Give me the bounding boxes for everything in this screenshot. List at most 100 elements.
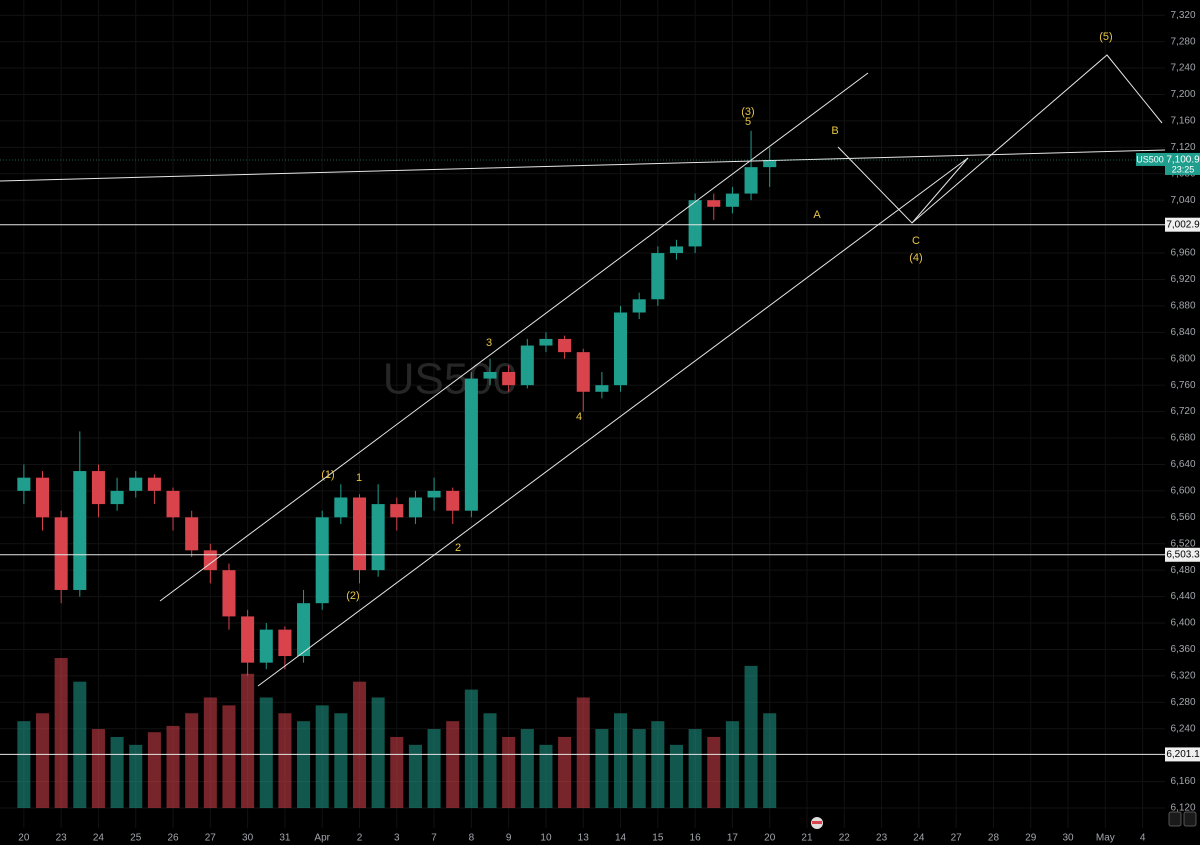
x-tick-label: 10 xyxy=(540,833,552,844)
y-tick-label: 6,240 xyxy=(1170,723,1195,734)
candle-body xyxy=(91,471,105,505)
candle-body xyxy=(408,497,422,518)
candle-body xyxy=(464,378,478,511)
y-tick-label: 6,440 xyxy=(1170,591,1195,602)
drawings xyxy=(0,54,1166,687)
volume-bar xyxy=(297,721,311,808)
volume-bar xyxy=(278,713,292,808)
y-tick-label: 7,320 xyxy=(1170,10,1195,21)
volume-bar xyxy=(558,736,572,808)
volume-bar xyxy=(408,744,422,808)
x-tick-label: Apr xyxy=(314,833,330,844)
wave-label: (5) xyxy=(1099,31,1112,43)
candle-body xyxy=(669,246,684,254)
price-tag xyxy=(1165,747,1200,762)
x-tick-label: 30 xyxy=(242,833,254,844)
volume-bar xyxy=(35,713,50,808)
projection-path xyxy=(837,54,1163,224)
candle-body xyxy=(427,490,441,498)
volume-bar xyxy=(17,721,31,808)
log-button[interactable] xyxy=(1183,811,1197,827)
price-axis xyxy=(1165,0,1200,845)
volume-bar xyxy=(185,713,199,808)
volume-bar xyxy=(147,732,161,808)
y-tick-label: 6,320 xyxy=(1170,671,1195,682)
candle-body xyxy=(334,497,348,518)
price-tag-label: 6,503.3 xyxy=(1166,549,1200,560)
volume-bar xyxy=(427,729,441,808)
wave-label: 5 xyxy=(745,116,751,128)
price-tag-label: 6,201.1 xyxy=(1166,749,1200,760)
wave-label: 2 xyxy=(455,542,461,554)
wave-label: 1 xyxy=(356,472,362,484)
volume-bar xyxy=(651,721,665,808)
y-tick-label: 6,120 xyxy=(1170,803,1195,814)
wave-label: (4) xyxy=(909,252,922,264)
y-tick-label: 6,480 xyxy=(1170,565,1195,576)
x-tick-label: 22 xyxy=(839,833,851,844)
candle-body xyxy=(632,299,646,313)
candle-body xyxy=(446,490,460,511)
price-tag-label: 7,002.9 xyxy=(1166,219,1200,230)
y-tick-label: 7,240 xyxy=(1170,63,1195,74)
volume-bar xyxy=(539,744,553,808)
candle-body xyxy=(763,159,777,168)
candle-body xyxy=(147,477,161,491)
x-tick-label: 24 xyxy=(93,833,105,844)
x-tick-label: 29 xyxy=(1025,833,1037,844)
candle-body xyxy=(595,385,609,392)
wave-label: (1) xyxy=(321,469,334,481)
event-icon-flag xyxy=(812,821,822,824)
y-tick-label: 7,160 xyxy=(1170,116,1195,127)
auto-button[interactable] xyxy=(1168,811,1182,827)
price-tag xyxy=(1165,217,1200,232)
last-price-tag xyxy=(1165,152,1200,175)
wave-label: 4 xyxy=(576,411,582,423)
candle-body xyxy=(502,371,516,386)
candle-body xyxy=(352,497,367,571)
candle-body xyxy=(315,517,329,604)
candle-body xyxy=(278,629,292,657)
wave-label: B xyxy=(831,125,838,137)
candle-body xyxy=(35,477,50,518)
candle-body xyxy=(744,167,758,194)
y-tick-label: 6,600 xyxy=(1170,486,1195,497)
volume-bar xyxy=(763,713,777,808)
x-tick-label: 9 xyxy=(506,833,512,844)
y-tick-label: 6,920 xyxy=(1170,274,1195,285)
volume-bar xyxy=(259,697,273,808)
price-tag xyxy=(1165,547,1200,562)
watermark: US500 xyxy=(383,355,518,404)
wave-labels: (5) (3) 5 B A C (4) 3 4 (1) 1 (2) 2 xyxy=(321,31,1112,602)
volume-bar xyxy=(241,673,255,808)
x-tick-label: 21 xyxy=(801,833,813,844)
y-tick-label: 7,040 xyxy=(1170,195,1195,206)
volume-bar xyxy=(390,736,404,808)
wave-label: A xyxy=(813,209,821,221)
candle-body xyxy=(129,477,143,491)
scale-buttons[interactable] xyxy=(811,811,1197,829)
x-tick-label: 24 xyxy=(913,833,925,844)
volume-bar xyxy=(595,729,609,808)
x-tick-label: 20 xyxy=(764,833,776,844)
y-tick-label: 6,960 xyxy=(1170,248,1195,259)
candle-body xyxy=(110,490,124,505)
candle-body xyxy=(558,338,572,353)
candle-body xyxy=(390,504,404,518)
y-tick-label: 6,680 xyxy=(1170,433,1195,444)
volume-bar xyxy=(520,729,534,808)
wave-label: (3) xyxy=(741,106,754,118)
candle-body xyxy=(17,477,31,491)
candle-body xyxy=(54,517,68,590)
y-tick-label: 6,720 xyxy=(1170,406,1195,417)
volume-bar xyxy=(54,658,68,808)
x-tick-label: 15 xyxy=(652,833,664,844)
x-tick-label: 26 xyxy=(167,833,179,844)
candle-body xyxy=(241,616,255,663)
x-tick-label: 13 xyxy=(578,833,590,844)
volume-bar xyxy=(707,736,721,808)
channel-lower xyxy=(257,157,969,687)
wave-label: 3 xyxy=(486,337,492,349)
candle-body xyxy=(222,570,236,617)
